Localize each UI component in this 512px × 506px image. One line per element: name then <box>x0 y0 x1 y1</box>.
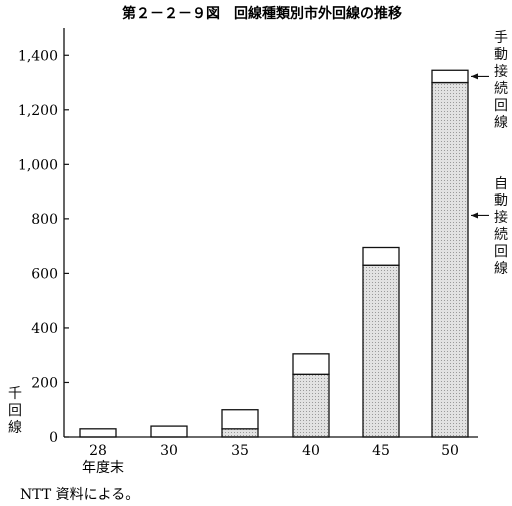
bars-layer <box>79 69 469 438</box>
y-tick-label-0: 0 <box>49 430 58 446</box>
axes-layer <box>63 28 478 438</box>
x-tick-label-50: 50 <box>441 443 459 459</box>
bar-auto-50 <box>431 81 469 438</box>
legend-label-manual: 手動接続回線 <box>494 30 508 131</box>
x-tick-label-30: 30 <box>160 443 178 459</box>
bar-manual-30 <box>150 425 188 438</box>
bar-auto-40 <box>292 373 330 438</box>
bar-manual-40 <box>292 353 330 375</box>
y-tick-label-1200: 1,200 <box>18 103 58 119</box>
y-ticks-layer: 0 200 400 600 800 1,000 1,200 1,400 <box>18 48 69 446</box>
x-tick-label-40: 40 <box>302 443 320 459</box>
legend-arrowhead-auto <box>471 212 478 219</box>
legend-arrowhead-manual <box>471 73 478 80</box>
bar-manual-35 <box>221 409 259 430</box>
bar-auto-45 <box>362 264 400 438</box>
bar-manual-45 <box>362 246 400 266</box>
bar-auto-35 <box>221 428 259 438</box>
y-tick-label-400: 400 <box>31 321 58 337</box>
source-note: NTT 資料による。 <box>20 487 139 503</box>
legend-arrows <box>471 73 489 219</box>
bar-manual-50 <box>431 69 469 84</box>
y-tick-label-1000: 1,000 <box>18 157 58 173</box>
x-tick-label-28: 28 <box>89 443 107 459</box>
y-unit-label: 千回線 <box>8 386 22 436</box>
x-unit-label: 年度末 <box>82 460 124 476</box>
x-tick-label-35: 35 <box>231 443 249 459</box>
y-tick-label-600: 600 <box>31 266 58 282</box>
bar-manual-28 <box>79 428 117 438</box>
chart-title: 第２－２－９図 回線種類別市外回線の推移 <box>122 5 402 22</box>
legend-label-auto: 自動接続回線 <box>494 176 508 277</box>
x-labels-layer: 28 30 35 40 45 50 <box>89 443 459 459</box>
y-tick-label-200: 200 <box>31 375 58 391</box>
y-tick-label-800: 800 <box>31 212 58 228</box>
y-tick-label-1400: 1,400 <box>18 48 58 64</box>
x-tick-label-45: 45 <box>372 443 390 459</box>
